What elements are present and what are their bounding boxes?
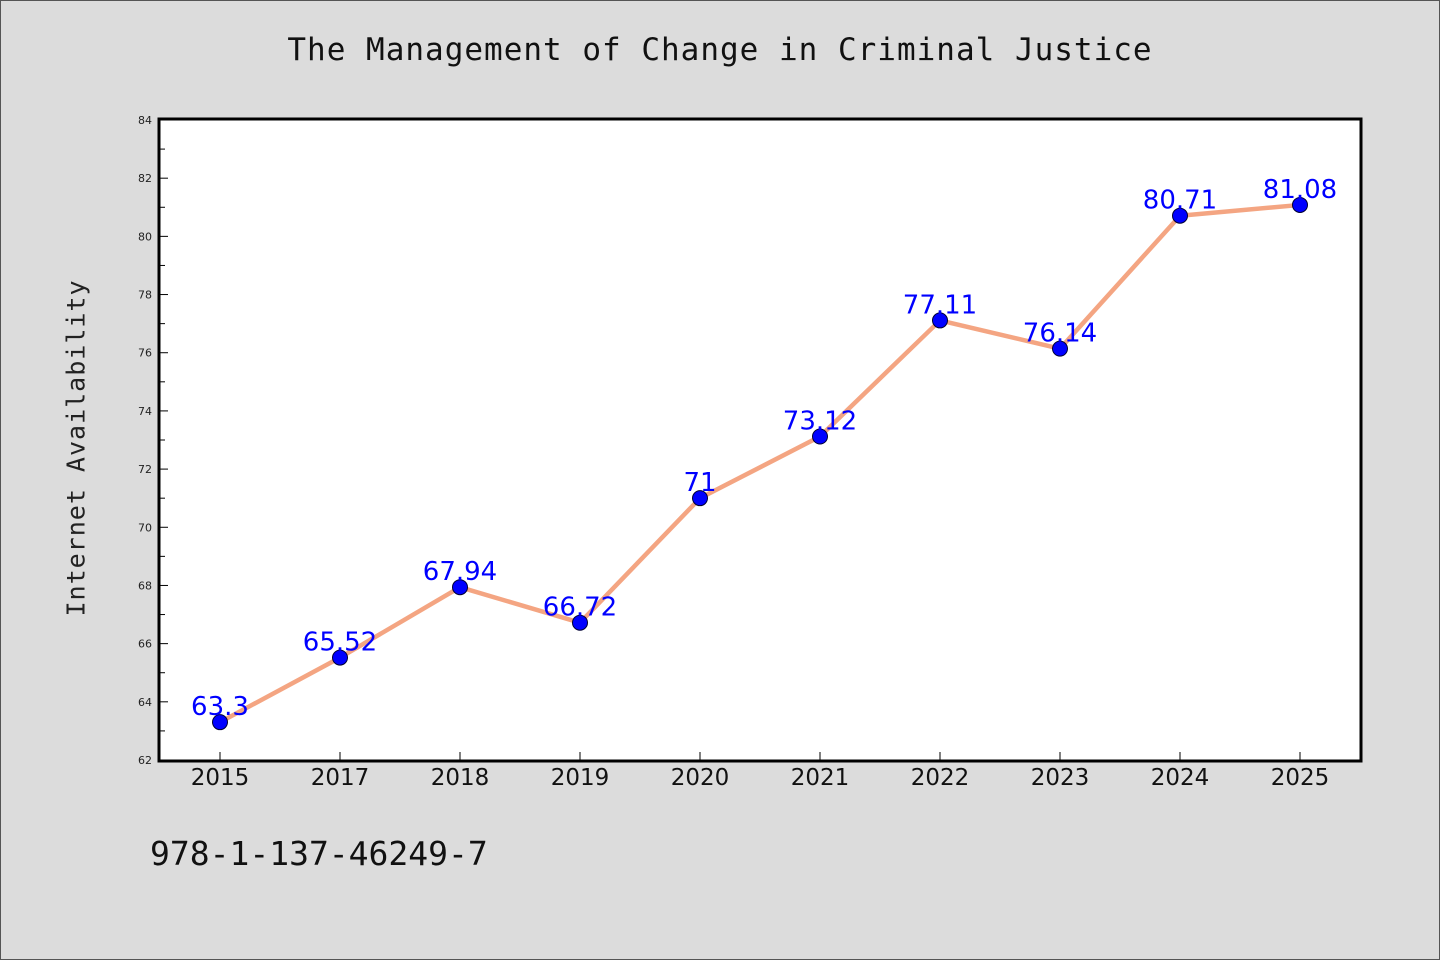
- data-label: 67.94: [423, 557, 497, 587]
- y-tick-label: 62: [138, 754, 152, 767]
- data-point: [932, 312, 948, 329]
- x-tick-label: 2025: [1271, 765, 1330, 791]
- y-tick-label: 80: [138, 230, 152, 243]
- x-tick-label: 2018: [431, 765, 490, 791]
- data-label: 65.52: [303, 628, 377, 658]
- data-label: 81.08: [1263, 175, 1337, 205]
- x-tick-label: 2015: [191, 765, 250, 791]
- y-tick-label: 72: [138, 463, 152, 476]
- y-tick-label: 82: [138, 172, 152, 185]
- y-tick-label: 84: [138, 114, 152, 127]
- data-label: 77.11: [903, 290, 977, 320]
- y-tick-label: 68: [138, 579, 152, 592]
- data-point: [812, 428, 828, 445]
- x-tick-label: 2021: [791, 765, 850, 791]
- y-tick-label: 70: [138, 521, 152, 534]
- y-axis: 62 64 66 68 70 72 74 76 78 80 82 84: [138, 114, 168, 767]
- data-point: [1052, 340, 1068, 357]
- y-tick-label: 76: [138, 347, 152, 360]
- x-tick-label: 2022: [911, 765, 970, 791]
- data-label: 66.72: [543, 593, 617, 623]
- x-tick-label: 2020: [671, 765, 730, 791]
- y-tick-label: 64: [138, 696, 152, 709]
- y-tick-label: 66: [138, 638, 152, 651]
- data-point: [1172, 207, 1188, 224]
- data-point: [452, 579, 468, 596]
- x-axis: 2015 2017 2018 2019 2020 2021 2022 2023 2024 2025: [191, 752, 1330, 791]
- series-group: [212, 196, 1308, 731]
- chart-title: The Management of Change in Criminal Jus…: [287, 32, 1153, 68]
- x-tick-label: 2024: [1151, 765, 1210, 791]
- plot-area: [157, 117, 1363, 763]
- data-point: [692, 490, 708, 507]
- x-tick-label: 2017: [311, 765, 370, 791]
- data-label: 73.12: [783, 407, 857, 437]
- data-point: [1292, 196, 1308, 213]
- y-tick-label: 78: [138, 289, 152, 302]
- y-tick-label: 74: [138, 405, 152, 418]
- isbn-text: 978-1-137-46249-7: [150, 834, 488, 873]
- series-line: [217, 202, 1303, 725]
- data-label: 63.3: [191, 692, 249, 722]
- data-point: [572, 614, 588, 631]
- x-tick-label: 2019: [551, 765, 610, 791]
- x-tick-label: 2023: [1031, 765, 1090, 791]
- data-label: 76.14: [1023, 319, 1097, 349]
- data-point: [332, 649, 348, 666]
- data-label: 80.71: [1143, 186, 1217, 216]
- data-label: 71: [683, 468, 716, 498]
- data-point: [212, 714, 228, 731]
- data-labels: 63.3 65.52 67.94 66.72 71 73.12 77.11 76.14 80.7…: [191, 175, 1337, 722]
